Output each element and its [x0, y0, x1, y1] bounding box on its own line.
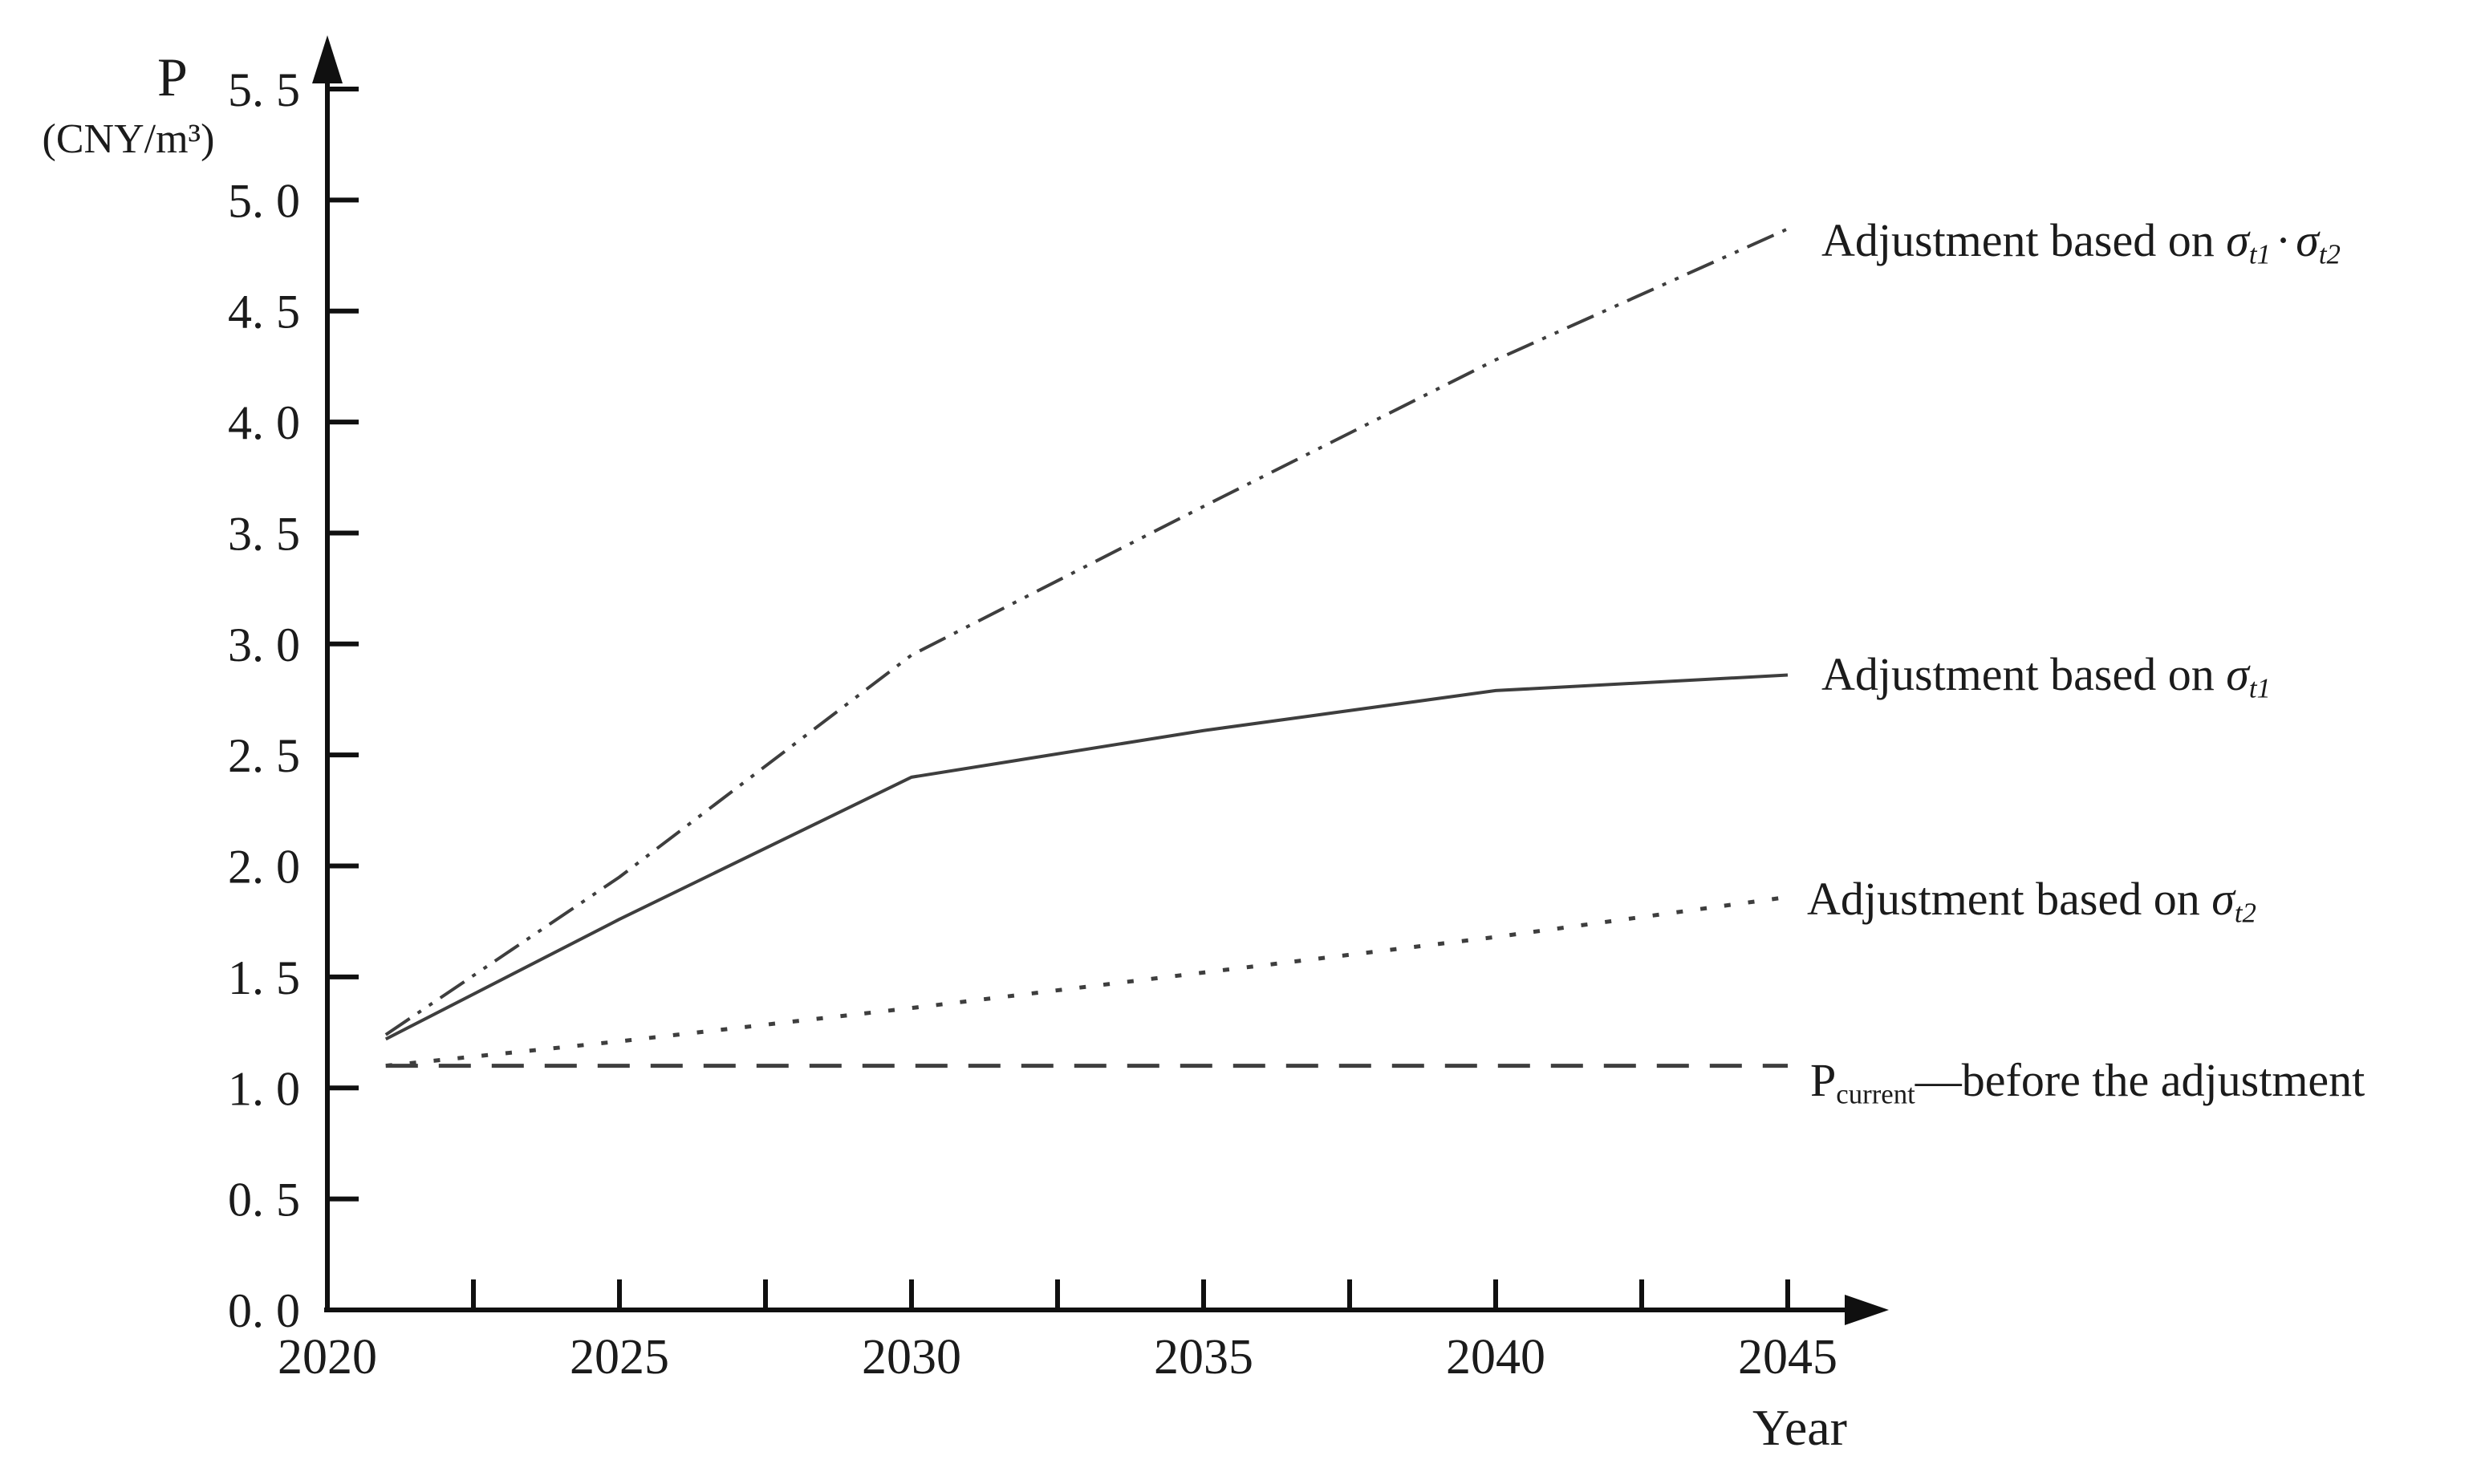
legend-text: —before the adjustment: [1915, 1054, 2365, 1106]
y-tick-label: 1. 5: [228, 951, 300, 1004]
x-tick-label: 2035: [1154, 1330, 1253, 1385]
legend-sigma-t1-t2: Adjustment based on σt1 · σt2: [1821, 214, 2341, 270]
legend-sigma-t2: Adjustment based on σt2: [1807, 873, 2256, 929]
x-tick-label: 2020: [278, 1330, 377, 1385]
y-tick-label: 4. 5: [228, 286, 300, 339]
y-axis-unit-label: (CNY/m³): [42, 116, 215, 162]
p-subscript: current: [1836, 1078, 1915, 1110]
x-axis-arrow: [1845, 1295, 1889, 1325]
legend-sigma-t1: Adjustment based on σt1: [1821, 648, 2271, 704]
sigma-symbol: σt1: [2226, 648, 2271, 704]
y-tick-label: 2. 5: [228, 729, 300, 782]
x-tick-label: 2025: [570, 1330, 669, 1385]
sigma-symbol: σt2: [2211, 873, 2256, 929]
multiplication-dot: ·: [2275, 214, 2292, 266]
series-line-solid: [384, 673, 1789, 1041]
y-tick-label: 5. 5: [228, 63, 300, 116]
y-tick-label: 1. 0: [228, 1062, 300, 1115]
y-tick-label: 3. 5: [228, 507, 300, 560]
y-tick-label: 0. 5: [228, 1174, 300, 1227]
y-tick-label: 2. 0: [228, 841, 300, 894]
sigma-symbol: σt2: [2296, 214, 2341, 270]
y-tick-label: 5. 0: [228, 174, 300, 227]
x-axis-title: Year: [1752, 1399, 1847, 1456]
legend-text: Adjustment based on: [1821, 214, 2227, 266]
x-tick-label: 2040: [1446, 1330, 1545, 1385]
x-tick-label: 2045: [1738, 1330, 1837, 1385]
y-tick-label: 0. 0: [228, 1284, 300, 1337]
legend-text: Adjustment based on: [1807, 873, 2212, 925]
y-axis-arrow: [312, 35, 343, 83]
legend-text: Adjustment based on: [1821, 648, 2227, 700]
y-tick-label: 4. 0: [228, 396, 300, 449]
y-axis-title: P: [157, 47, 188, 107]
x-tick-label: 2030: [862, 1330, 961, 1385]
series-line-dotted: [385, 894, 1789, 1068]
series-line-dash-dot-dot: [384, 227, 1789, 1036]
sigma-symbol: σt1: [2226, 214, 2271, 270]
y-tick-label: 3. 0: [228, 618, 300, 671]
p-symbol: P: [1810, 1054, 1837, 1106]
legend-p-current: Pcurrent—before the adjustment: [1810, 1054, 2365, 1109]
